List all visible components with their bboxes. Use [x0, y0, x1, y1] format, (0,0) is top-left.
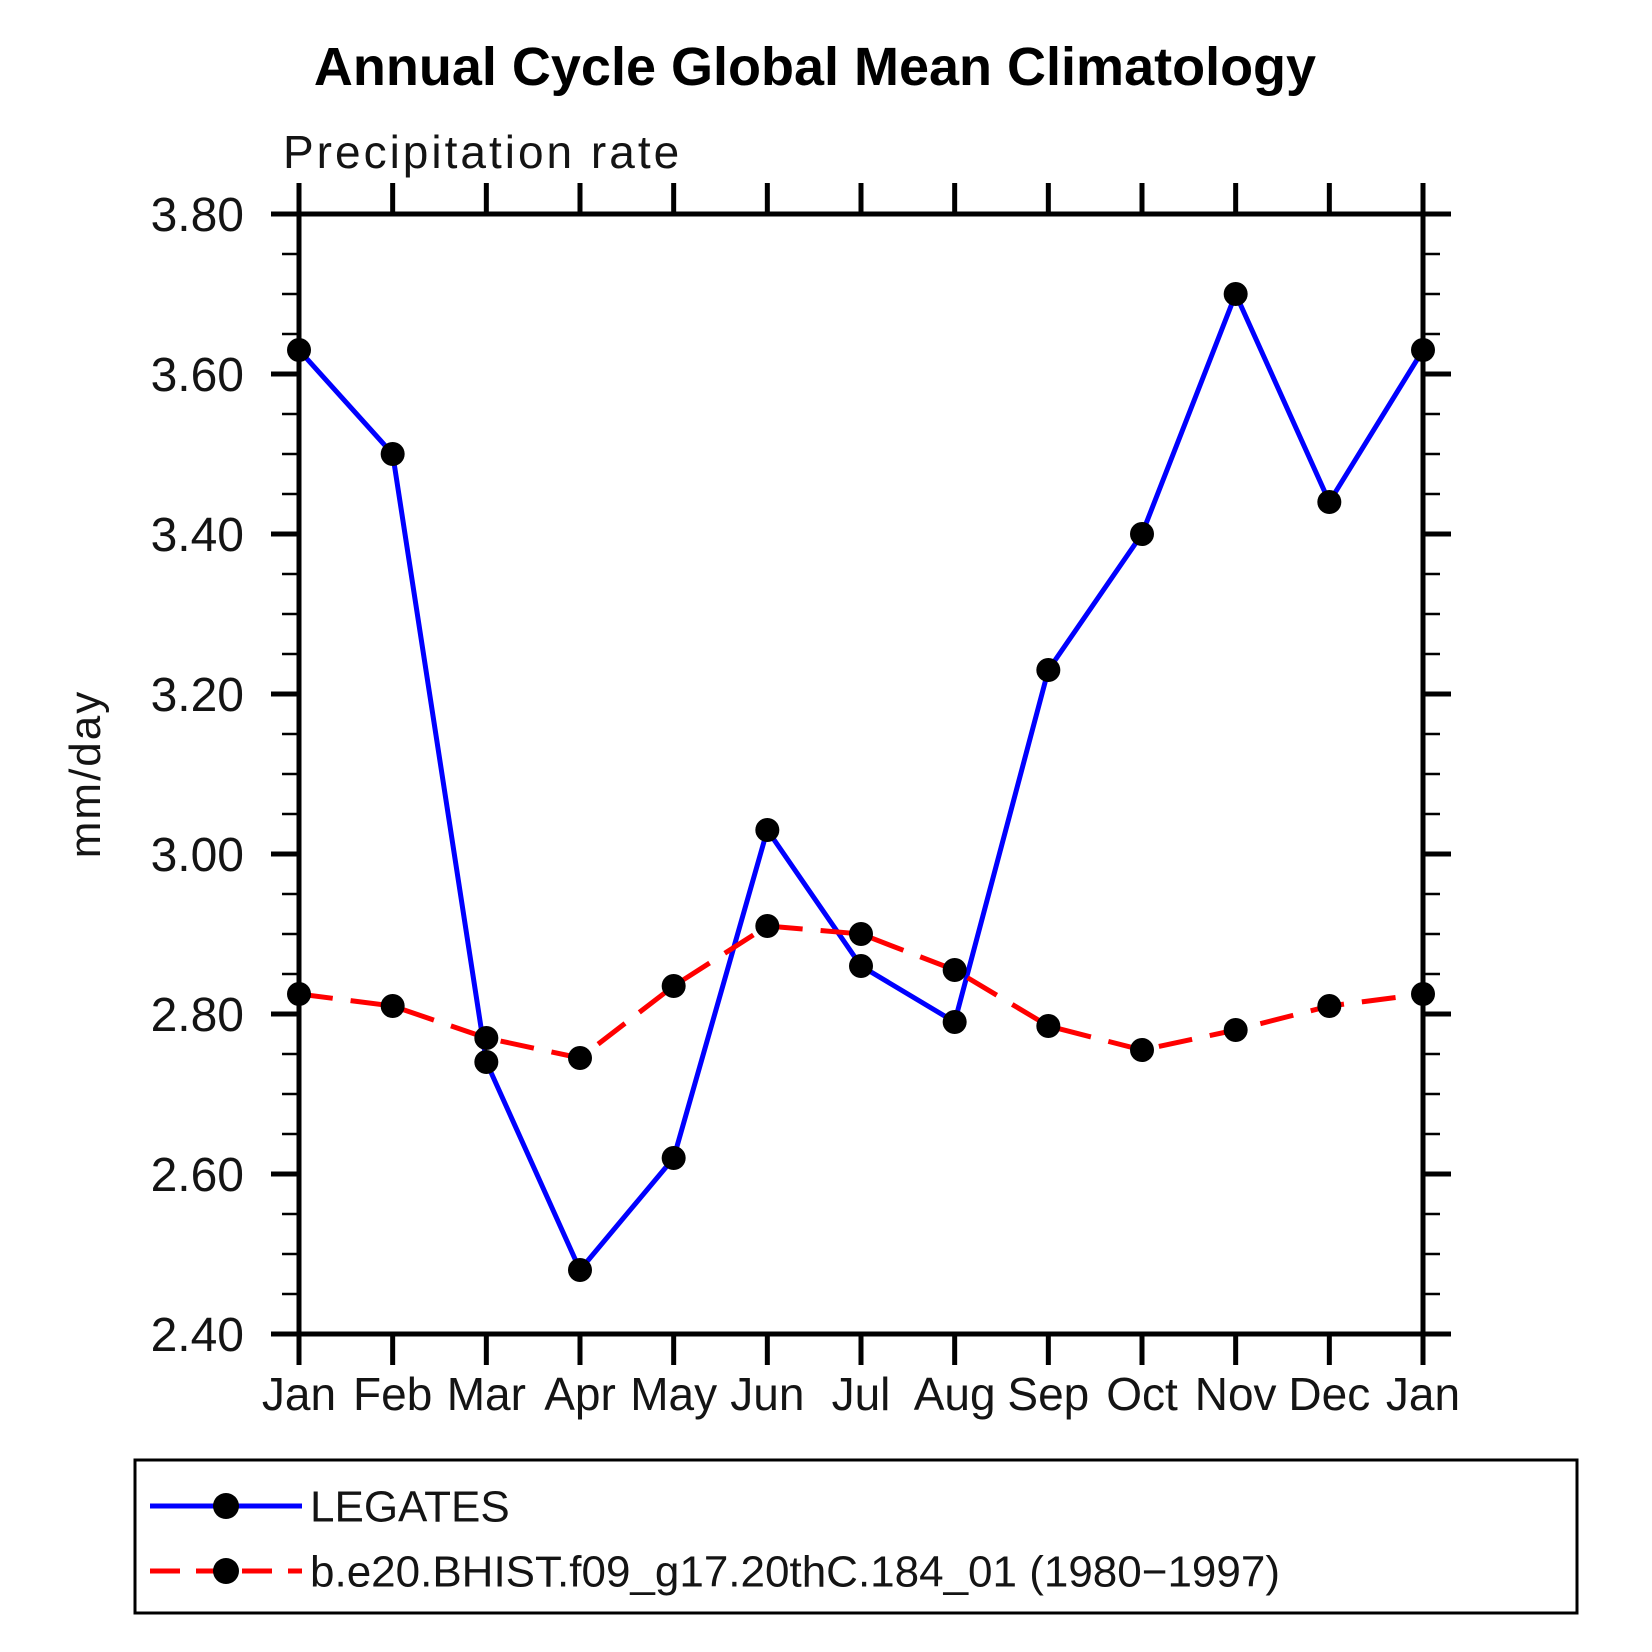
x-tick-label: Dec [1288, 1368, 1370, 1420]
y-tick-label: 2.40 [151, 1309, 244, 1362]
x-tick-label: Mar [447, 1368, 526, 1420]
data-point-1-2 [474, 1026, 499, 1050]
data-point-1-11 [1317, 994, 1342, 1018]
y-tick-label: 3.60 [151, 349, 244, 402]
x-tick-label: Jan [1386, 1368, 1460, 1420]
data-point-1-8 [1036, 1014, 1061, 1038]
data-point-0-0 [287, 338, 311, 362]
y-tick-label: 3.80 [151, 189, 244, 242]
x-tick-label: Jun [730, 1368, 804, 1420]
data-point-1-1 [380, 994, 405, 1018]
data-point-0-4 [661, 1146, 686, 1170]
y-tick-label: 3.40 [151, 509, 244, 562]
legend-label-model: b.e20.BHIST.f09_g17.20thC.184_01 (1980−1… [310, 1547, 1280, 1596]
data-point-0-9 [1130, 522, 1154, 546]
legend-sample-marker-model [213, 1558, 239, 1584]
data-point-1-3 [568, 1046, 592, 1070]
x-tick-label: Oct [1106, 1368, 1178, 1420]
data-point-1-6 [849, 922, 873, 946]
y-tick-label: 3.20 [151, 669, 244, 722]
data-point-1-10 [1223, 1018, 1248, 1042]
y-axis-label: mm/day [61, 690, 110, 858]
data-point-0-3 [568, 1258, 592, 1282]
legend-label-legates: LEGATES [310, 1482, 510, 1531]
data-point-1-12 [1411, 982, 1435, 1006]
y-tick-label: 2.80 [151, 989, 244, 1042]
legend: LEGATES b.e20.BHIST.f09_g17.20thC.184_01… [133, 1458, 1579, 1615]
legend-sample-marker-legates [213, 1493, 239, 1519]
data-point-0-10 [1223, 282, 1248, 306]
data-point-1-0 [287, 982, 311, 1006]
data-point-0-11 [1317, 490, 1342, 514]
chart-subtitle: Precipitation rate [283, 126, 682, 178]
x-tick-label: Aug [914, 1368, 996, 1420]
data-point-0-12 [1411, 338, 1435, 362]
data-point-0-1 [380, 442, 405, 466]
data-point-0-7 [942, 1010, 967, 1034]
x-tick-label: Feb [353, 1368, 432, 1420]
x-tick-label: Nov [1195, 1368, 1277, 1420]
data-point-1-9 [1130, 1038, 1154, 1062]
data-point-0-2 [474, 1050, 499, 1074]
x-tick-label: Sep [1007, 1368, 1089, 1420]
data-point-1-7 [942, 958, 967, 982]
data-point-1-4 [661, 974, 686, 998]
legend-box [133, 1458, 1579, 1615]
x-tick-label: May [630, 1368, 717, 1420]
series-group [287, 282, 1435, 1282]
y-tick-label: 2.60 [151, 1149, 244, 1202]
x-tick-label: Jan [262, 1368, 336, 1420]
y-tick-label: 3.00 [151, 829, 244, 882]
axes-group: 2.40 2.60 2.80 3.00 3.20 3.40 3.60 3.80 Jan Feb Ma… [151, 183, 1460, 1420]
data-point-1-5 [755, 914, 780, 938]
x-tick-label: Apr [544, 1368, 616, 1420]
chart-title: Annual Cycle Global Mean Climatology [314, 37, 1316, 97]
data-point-0-6 [849, 954, 873, 978]
data-point-0-5 [755, 818, 780, 842]
x-tick-label: Jul [832, 1368, 891, 1420]
data-point-0-8 [1036, 658, 1061, 682]
